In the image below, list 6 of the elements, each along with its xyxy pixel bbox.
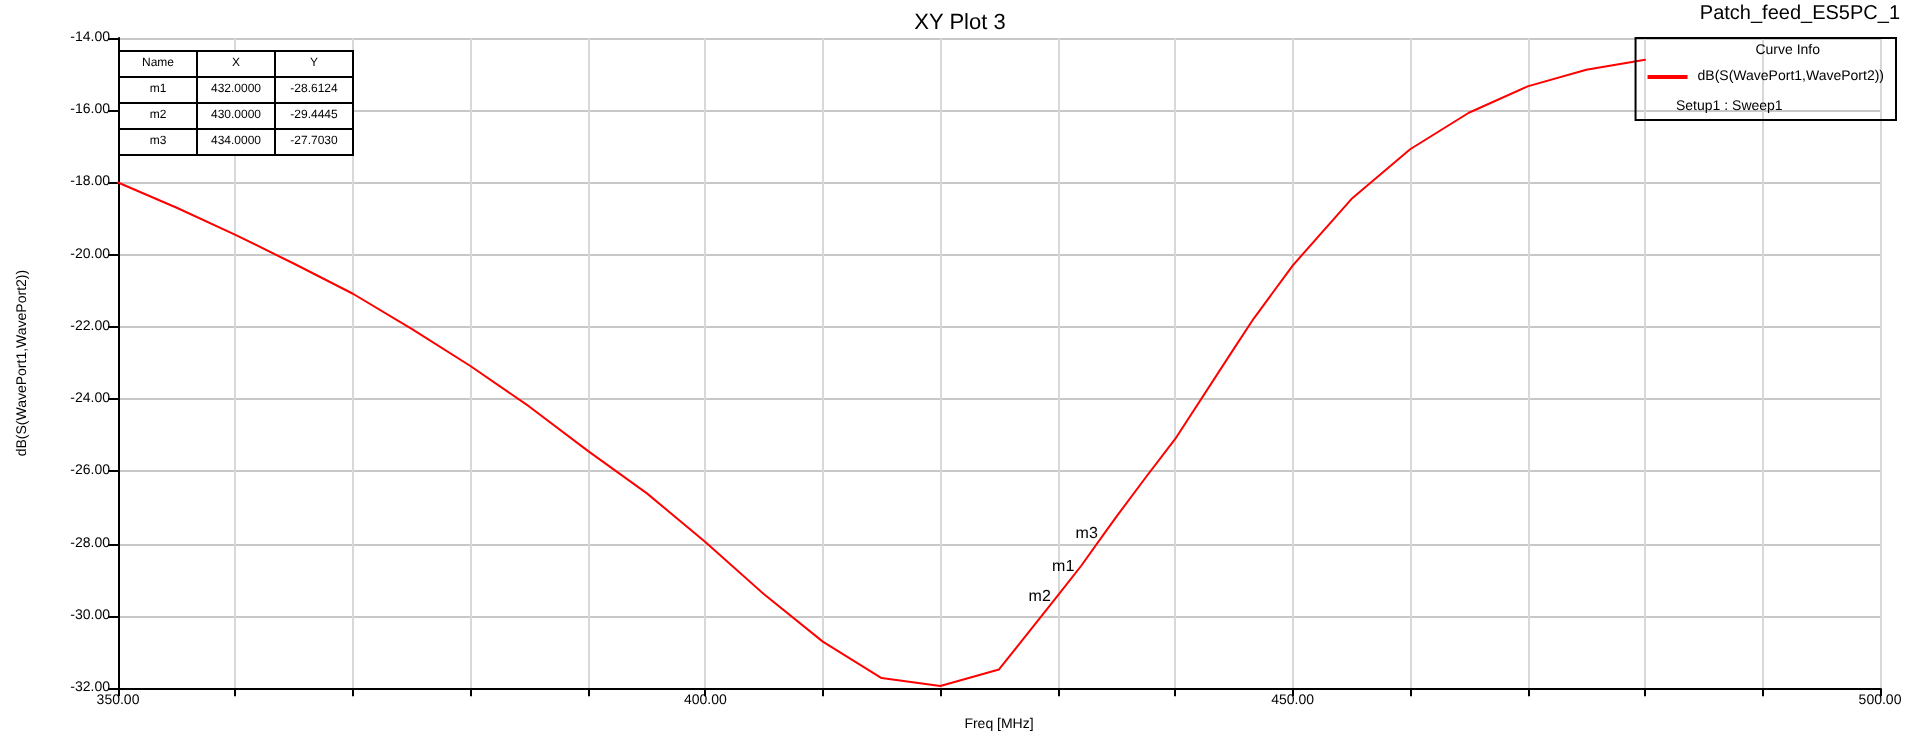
- chart-title: XY Plot 3: [914, 11, 1006, 35]
- annotation: m1: [1052, 556, 1076, 575]
- annotation: m3: [1075, 523, 1099, 542]
- line-series: [117, 58, 1647, 688]
- text: Patch_feed_ES5PC_1: [1699, 3, 1901, 25]
- annotation: m2: [1028, 586, 1052, 605]
